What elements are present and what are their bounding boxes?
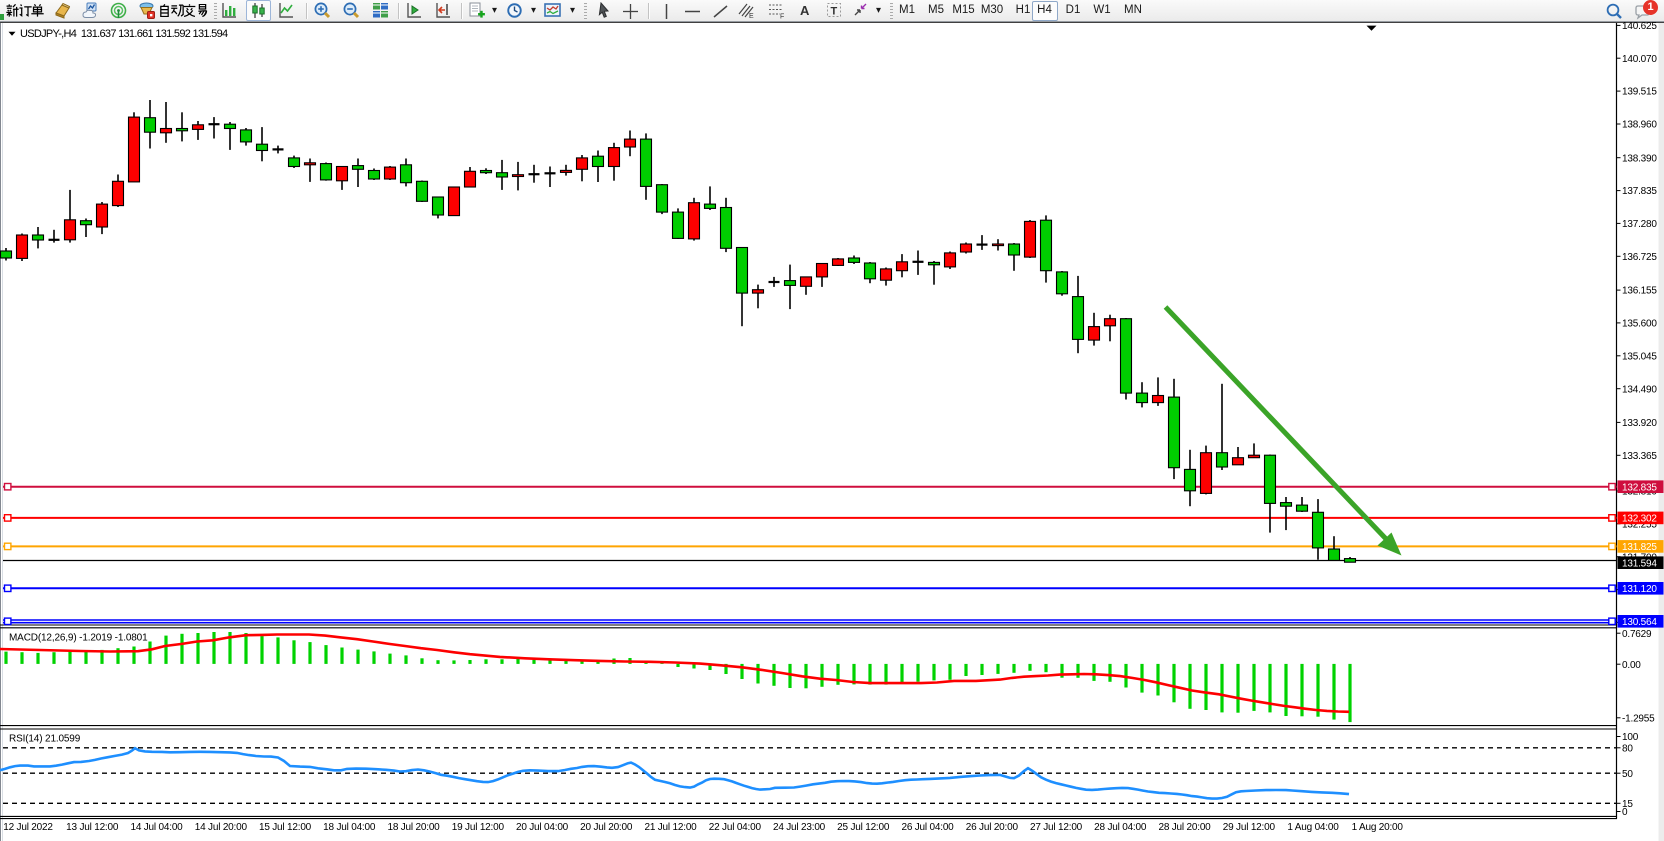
svg-text:136.155: 136.155 bbox=[1622, 286, 1657, 297]
svg-text:USDJPY-,H4 131.637 131.661 13: USDJPY-,H4 131.637 131.661 131.592 131.5… bbox=[20, 28, 228, 40]
svg-text:27 Jul 12:00: 27 Jul 12:00 bbox=[1030, 822, 1083, 833]
svg-text:22 Jul 04:00: 22 Jul 04:00 bbox=[709, 822, 762, 833]
svg-text:137.280: 137.280 bbox=[1622, 219, 1657, 230]
svg-text:138.960: 138.960 bbox=[1622, 120, 1657, 131]
svg-text:0: 0 bbox=[1622, 807, 1628, 818]
svg-text:24 Jul 23:00: 24 Jul 23:00 bbox=[773, 822, 826, 833]
svg-text:132.835: 132.835 bbox=[1622, 483, 1657, 494]
svg-text:131.825: 131.825 bbox=[1622, 542, 1657, 553]
svg-text:12 Jul 2022: 12 Jul 2022 bbox=[3, 822, 53, 833]
svg-text:132.255: 132.255 bbox=[1622, 519, 1657, 530]
svg-text:26 Jul 20:00: 26 Jul 20:00 bbox=[966, 822, 1019, 833]
svg-text:138.390: 138.390 bbox=[1622, 153, 1657, 164]
svg-text:25 Jul 12:00: 25 Jul 12:00 bbox=[837, 822, 890, 833]
svg-text:140.625: 140.625 bbox=[1622, 22, 1657, 32]
svg-text:1 Aug 20:00: 1 Aug 20:00 bbox=[1352, 822, 1404, 833]
svg-text:1 Aug 04:00: 1 Aug 04:00 bbox=[1287, 822, 1339, 833]
svg-text:13 Jul 12:00: 13 Jul 12:00 bbox=[66, 822, 119, 833]
svg-text:28 Jul 04:00: 28 Jul 04:00 bbox=[1094, 822, 1147, 833]
svg-text:130.564: 130.564 bbox=[1622, 617, 1657, 628]
svg-text:131.594: 131.594 bbox=[1622, 559, 1657, 570]
svg-text:137.835: 137.835 bbox=[1622, 186, 1657, 197]
svg-text:0.00: 0.00 bbox=[1622, 660, 1641, 671]
svg-text:133.920: 133.920 bbox=[1622, 418, 1657, 429]
svg-text:132.302: 132.302 bbox=[1622, 514, 1657, 525]
svg-text:133.365: 133.365 bbox=[1622, 451, 1657, 462]
svg-text:18 Jul 20:00: 18 Jul 20:00 bbox=[387, 822, 440, 833]
svg-text:14 Jul 20:00: 14 Jul 20:00 bbox=[195, 822, 248, 833]
svg-text:100: 100 bbox=[1622, 732, 1639, 743]
svg-text:135.600: 135.600 bbox=[1622, 319, 1657, 330]
svg-text:21 Jul 12:00: 21 Jul 12:00 bbox=[644, 822, 697, 833]
svg-text:0.7629: 0.7629 bbox=[1622, 629, 1652, 640]
svg-text:E: E bbox=[749, 13, 754, 19]
svg-text:19 Jul 12:00: 19 Jul 12:00 bbox=[452, 822, 505, 833]
svg-text:RSI(14) 21.0599: RSI(14) 21.0599 bbox=[9, 734, 81, 745]
svg-text:140.070: 140.070 bbox=[1622, 54, 1657, 65]
svg-text:20 Jul 20:00: 20 Jul 20:00 bbox=[580, 822, 633, 833]
svg-text:28 Jul 20:00: 28 Jul 20:00 bbox=[1158, 822, 1211, 833]
svg-text:80: 80 bbox=[1622, 743, 1633, 754]
svg-text:131.120: 131.120 bbox=[1622, 584, 1657, 595]
svg-text:14 Jul 04:00: 14 Jul 04:00 bbox=[130, 822, 183, 833]
svg-text:-1.2955: -1.2955 bbox=[1622, 713, 1655, 724]
svg-text:MACD(12,26,9) -1.2019 -1.0801: MACD(12,26,9) -1.2019 -1.0801 bbox=[9, 633, 148, 644]
svg-text:26 Jul 04:00: 26 Jul 04:00 bbox=[901, 822, 954, 833]
svg-text:T: T bbox=[831, 6, 838, 18]
svg-text:15: 15 bbox=[1622, 799, 1633, 810]
svg-text:29 Jul 12:00: 29 Jul 12:00 bbox=[1223, 822, 1276, 833]
svg-text:134.490: 134.490 bbox=[1622, 384, 1657, 395]
svg-text:139.515: 139.515 bbox=[1622, 87, 1657, 98]
svg-text:136.725: 136.725 bbox=[1622, 252, 1657, 263]
svg-text:50: 50 bbox=[1622, 769, 1633, 780]
svg-text:15 Jul 12:00: 15 Jul 12:00 bbox=[259, 822, 312, 833]
svg-text:18 Jul 04:00: 18 Jul 04:00 bbox=[323, 822, 376, 833]
svg-text:20 Jul 04:00: 20 Jul 04:00 bbox=[516, 822, 569, 833]
svg-text:F: F bbox=[780, 14, 784, 20]
svg-text:135.045: 135.045 bbox=[1622, 351, 1657, 362]
